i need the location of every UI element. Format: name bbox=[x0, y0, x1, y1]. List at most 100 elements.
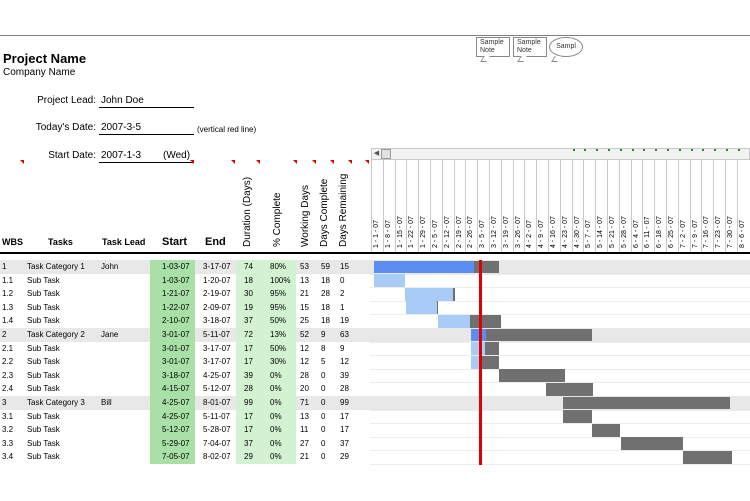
gantt-bar-remaining[interactable] bbox=[436, 301, 439, 315]
sample-note-1[interactable]: Sample Note bbox=[476, 37, 510, 57]
gantt-bar-remaining[interactable] bbox=[474, 261, 500, 273]
comment-marker[interactable] bbox=[293, 160, 297, 164]
gantt-bar-complete[interactable] bbox=[470, 342, 485, 356]
gantt-bar-complete[interactable] bbox=[470, 329, 487, 341]
gantt-bar-remaining[interactable] bbox=[591, 423, 621, 437]
row-start-date: 5-12-07 bbox=[162, 425, 190, 435]
project-lead-input[interactable]: John Doe bbox=[99, 95, 194, 108]
row-task-name: Sub Task bbox=[27, 316, 60, 326]
comment-marker[interactable] bbox=[655, 149, 658, 151]
task-category-row[interactable]: 3 Task Category 3 Bill 4-25-07 8-01-07 99 0% 71… bbox=[0, 396, 750, 410]
row-start-date: 4-25-07 bbox=[162, 398, 190, 407]
timeline-scrollbar[interactable]: ◀ bbox=[371, 148, 750, 160]
sample-note-3[interactable]: Sampl bbox=[549, 37, 583, 57]
sub-task-row[interactable]: 3.4 Sub Task 7-05-07 8-02-07 29 0% 21 0 29 bbox=[0, 450, 750, 464]
gantt-bar-remaining[interactable] bbox=[479, 355, 500, 369]
gantt-bar-complete[interactable] bbox=[374, 274, 405, 288]
comment-marker[interactable] bbox=[643, 149, 646, 151]
note-tail bbox=[551, 56, 561, 62]
comment-marker[interactable] bbox=[690, 149, 693, 151]
progress-cell-fill bbox=[236, 436, 296, 451]
comment-marker[interactable] bbox=[608, 149, 610, 151]
gantt-bar-remaining[interactable] bbox=[469, 314, 501, 328]
timeline-gridline bbox=[736, 160, 738, 252]
today-line bbox=[479, 260, 482, 465]
comment-marker[interactable] bbox=[20, 160, 24, 164]
sub-task-row[interactable]: 2.3 Sub Task 3-18-07 4-25-07 39 0% 28 0 39 bbox=[0, 368, 750, 383]
sub-task-row[interactable]: 1.3 Sub Task 1-22-07 2-09-07 19 95% 15 18 1 bbox=[0, 300, 750, 315]
start-cell-fill bbox=[150, 423, 195, 437]
start-cell-fill bbox=[150, 450, 195, 464]
scroll-left-icon[interactable]: ◀ bbox=[373, 150, 380, 157]
row-end-date: 5-11-07 bbox=[203, 330, 230, 339]
row-days-complete: 0 bbox=[321, 452, 326, 462]
timeline-gridline bbox=[524, 160, 526, 252]
start-date-input[interactable]: 2007-1-3 (Wed) bbox=[99, 150, 194, 163]
comment-marker[interactable] bbox=[190, 160, 194, 164]
comment-marker[interactable] bbox=[702, 149, 705, 151]
week-date-label: 2 - 12 - 07 bbox=[443, 216, 451, 248]
sub-task-row[interactable]: 2.2 Sub Task 3-01-07 3-17-07 17 30% 12 5 12 bbox=[0, 355, 750, 369]
gantt-bar-complete[interactable] bbox=[470, 355, 480, 369]
week-date-label: 4 - 16 - 07 bbox=[550, 216, 557, 248]
gantt-bar-complete[interactable] bbox=[404, 287, 453, 301]
comment-marker[interactable] bbox=[631, 149, 634, 151]
comment-marker[interactable] bbox=[231, 160, 235, 164]
start-cell-fill bbox=[150, 260, 195, 274]
gantt-bar-remaining[interactable] bbox=[546, 382, 594, 396]
sub-task-row[interactable]: 3.3 Sub Task 5-29-07 7-04-07 37 0% 27 0 37 bbox=[0, 436, 750, 451]
gantt-bar-remaining[interactable] bbox=[452, 287, 456, 301]
sub-task-row[interactable]: 3.1 Sub Task 4-25-07 5-11-07 17 0% 13 0 17 bbox=[0, 409, 750, 424]
task-category-row[interactable]: 1 Task Category 1 John 1-03-07 3-17-07 74 80% 5… bbox=[0, 260, 750, 274]
week-date-label: 5 - 28 - 07 bbox=[620, 216, 628, 248]
sub-task-row[interactable]: 1.2 Sub Task 1-21-07 2-19-07 30 95% 21 28 2 bbox=[0, 287, 750, 301]
comment-marker[interactable] bbox=[365, 160, 369, 164]
gantt-bar-complete[interactable] bbox=[406, 301, 437, 315]
note-text: Sample Note bbox=[480, 39, 504, 54]
comment-marker[interactable] bbox=[330, 160, 334, 164]
gantt-bar-remaining[interactable] bbox=[563, 397, 731, 409]
comment-marker[interactable] bbox=[312, 160, 316, 164]
sub-task-row[interactable]: 3.2 Sub Task 5-12-07 5-28-07 17 0% 11 0 17 bbox=[0, 423, 750, 437]
comment-marker[interactable] bbox=[714, 149, 717, 151]
gantt-bar-complete[interactable] bbox=[438, 314, 470, 328]
scroll-thumb[interactable] bbox=[381, 149, 391, 159]
comment-marker[interactable] bbox=[619, 149, 622, 151]
sub-task-row[interactable]: 2.4 Sub Task 4-15-07 5-12-07 28 0% 20 0 28 bbox=[0, 382, 750, 396]
gantt-bar-remaining[interactable] bbox=[484, 342, 500, 356]
gantt-bar-complete[interactable] bbox=[374, 261, 475, 273]
row-pct-complete: 100% bbox=[270, 275, 291, 285]
progress-cell-fill bbox=[236, 273, 296, 288]
comment-marker[interactable] bbox=[584, 149, 587, 151]
row-end-date: 3-17-07 bbox=[203, 357, 231, 367]
col-start: Start bbox=[162, 236, 188, 248]
gantt-bar-remaining[interactable] bbox=[620, 437, 683, 451]
comment-marker[interactable] bbox=[678, 149, 681, 151]
comment-marker[interactable] bbox=[737, 149, 740, 151]
comment-marker[interactable] bbox=[596, 149, 599, 151]
comment-marker[interactable] bbox=[726, 149, 728, 151]
comment-marker[interactable] bbox=[667, 149, 669, 151]
sub-task-row[interactable]: 2.1 Sub Task 3-01-07 3-17-07 17 50% 12 8 9 bbox=[0, 341, 750, 356]
row-start-date: 3-18-07 bbox=[162, 370, 190, 380]
gantt-bar-remaining[interactable] bbox=[682, 450, 732, 464]
row-gridline bbox=[370, 341, 750, 343]
task-category-row[interactable]: 2 Task Category 2 Jane 3-01-07 5-11-07 72 13% 5… bbox=[0, 328, 750, 342]
today-date-input[interactable]: 2007-3-5 bbox=[99, 122, 194, 135]
row-task-name: Task Category 2 bbox=[27, 330, 85, 339]
sub-task-row[interactable]: 1.1 Sub Task 1-03-07 1-20-07 18 100% 13 18 0 bbox=[0, 273, 750, 288]
row-days-remaining: 9 bbox=[340, 343, 345, 353]
row-working-days: 27 bbox=[300, 438, 309, 448]
gantt-bar-remaining[interactable] bbox=[486, 329, 592, 341]
comment-marker[interactable] bbox=[572, 149, 575, 151]
col-duration: Duration (Days) bbox=[242, 176, 253, 247]
sample-note-2[interactable]: Sample Note bbox=[513, 37, 547, 57]
today-date-label: Today's Date: bbox=[35, 122, 96, 133]
row-days-remaining: 29 bbox=[340, 452, 349, 462]
gantt-bar-remaining[interactable] bbox=[499, 369, 565, 383]
comment-marker[interactable] bbox=[256, 160, 260, 164]
gantt-bar-remaining[interactable] bbox=[563, 410, 592, 424]
row-task-name: Sub Task bbox=[27, 357, 60, 367]
comment-marker[interactable] bbox=[348, 160, 352, 164]
sub-task-row[interactable]: 1.4 Sub Task 2-10-07 3-18-07 37 50% 25 18 19 bbox=[0, 314, 750, 328]
